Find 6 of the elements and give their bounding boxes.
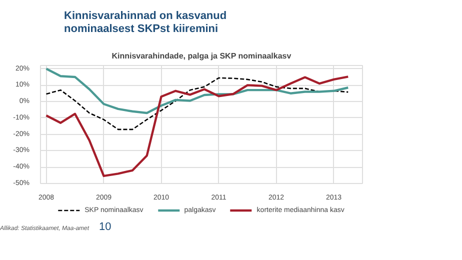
line-series <box>45 76 350 178</box>
chart-title: Kinnisvarahinnad on kasvanud nominaalsest SKPst kiiremini <box>63 9 227 36</box>
line-series <box>46 77 349 130</box>
text: 10 <box>99 221 112 233</box>
chart-subtitle: Kinnisvarahindade, palga ja SKP nominaalkasv <box>112 52 292 60</box>
line-series <box>45 68 350 114</box>
